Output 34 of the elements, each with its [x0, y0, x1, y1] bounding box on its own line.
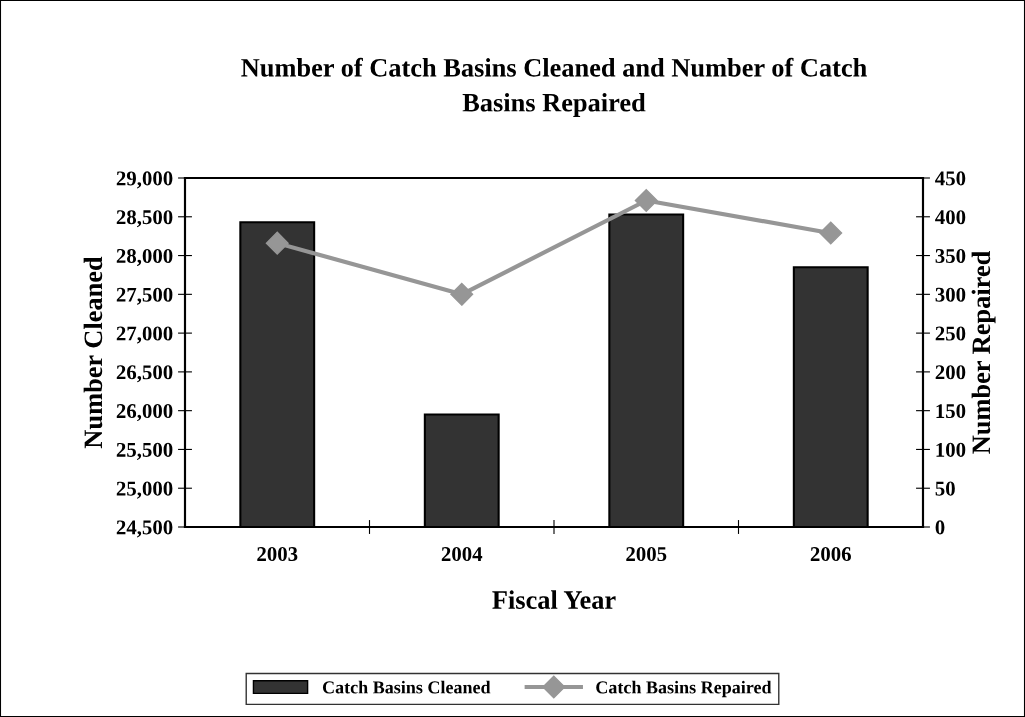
- y-tick-label: 29,000: [116, 171, 173, 189]
- y-tick-label: 28,000: [116, 248, 173, 267]
- y-tick-label: 28,500: [116, 210, 173, 228]
- y-tick-label: 27,500: [116, 287, 173, 305]
- y-tick-label: 26,500: [116, 365, 173, 383]
- y2-tick-label: 450: [935, 171, 966, 186]
- y2-axis-title: Number Repaired: [971, 251, 996, 454]
- y2-tick-label: 300: [935, 287, 966, 302]
- y2-tick-label: 400: [935, 210, 966, 225]
- y2-tick-label: 0: [935, 520, 945, 535]
- x-tick-label: 2004: [441, 547, 483, 562]
- point: [634, 188, 658, 212]
- point: [265, 231, 289, 255]
- point: [450, 282, 474, 306]
- x-tick-label: 2006: [810, 547, 851, 562]
- y-tick-label: 27,000: [116, 326, 173, 344]
- x-tick-label: 2003: [257, 547, 298, 562]
- y2-tick-label: 200: [935, 365, 966, 380]
- y2-tick-label: 250: [935, 326, 966, 341]
- y-axis-title: Number Cleaned: [83, 256, 103, 449]
- x-tick-label: 2005: [626, 547, 667, 562]
- point: [819, 221, 843, 245]
- y2-tick-label: 150: [936, 404, 966, 419]
- legend-label: Catch Basins Repaired: [596, 680, 772, 698]
- y2-tick-label: 50: [935, 481, 955, 496]
- y2-tick-label: 100: [936, 442, 966, 457]
- y-tick-label: 24,500: [116, 520, 173, 538]
- chart-title: Number of Catch Basins Cleaned and Number of Catch Basins Repaired: [241, 57, 867, 117]
- y-tick-label: 25,000: [116, 481, 173, 499]
- legend-label: Catch Basins Cleaned: [322, 680, 491, 694]
- y2-tick-label: 350: [935, 248, 966, 263]
- y-tick-label: 26,000: [116, 404, 173, 422]
- x-axis-title: Fiscal Year: [492, 590, 616, 609]
- y-tick-label: 25,500: [116, 442, 173, 460]
